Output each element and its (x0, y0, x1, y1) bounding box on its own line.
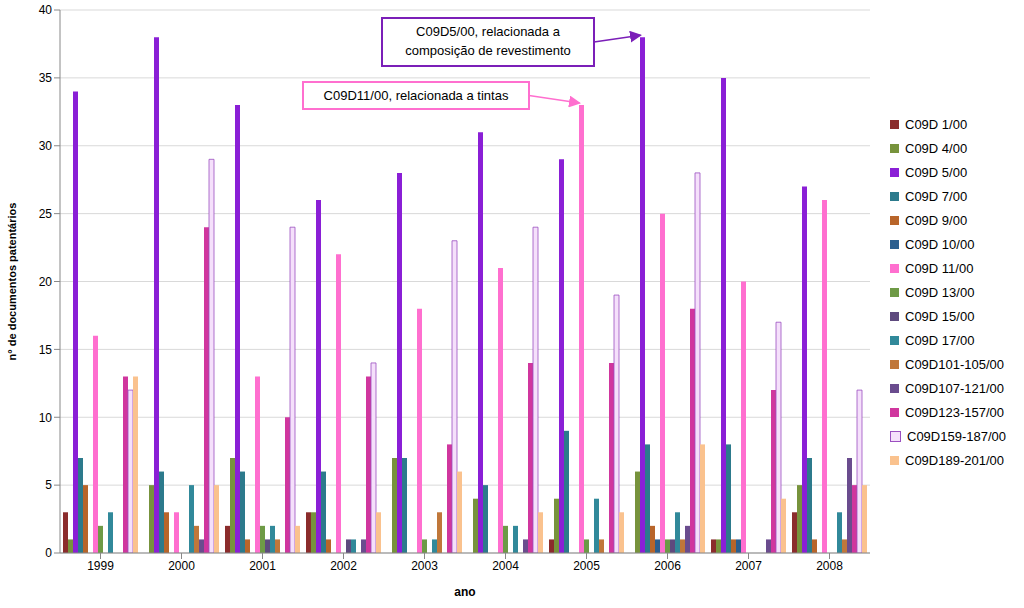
svg-text:20: 20 (39, 275, 53, 289)
svg-text:composição de revestimento: composição de revestimento (405, 43, 570, 58)
html-text:C09D107-121/00: C09D107-121/00 (905, 380, 1004, 396)
svg-text:2003: 2003 (411, 559, 438, 573)
html-text:C09D123-157/00: C09D123-157/00 (905, 404, 1004, 420)
html-text:C09D 4/00: C09D 4/00 (905, 140, 968, 156)
html-text:C09D101-105/00: C09D101-105/00 (905, 356, 1004, 372)
html-text:C09D 10/00: C09D 10/00 (905, 236, 975, 252)
svg-text:25: 25 (39, 207, 53, 221)
svg-text:n° de documentos patentários: n° de documentos patentários (8, 203, 18, 361)
svg-text:40: 40 (39, 3, 53, 17)
svg-text:2002: 2002 (330, 559, 357, 573)
svg-text:2004: 2004 (492, 559, 519, 573)
svg-text:1999: 1999 (87, 559, 114, 573)
svg-text:C09D11/00, relacionada a tinta: C09D11/00, relacionada a tintas (324, 88, 509, 103)
html-text:C09D 7/00: C09D 7/00 (905, 188, 968, 204)
html-text:C09D 15/00: C09D 15/00 (905, 308, 975, 324)
svg-text:2001: 2001 (249, 559, 276, 573)
html-text:C09D 11/00: C09D 11/00 (905, 260, 974, 276)
html-text:C09D159-187/00: C09D159-187/00 (907, 428, 1006, 444)
svg-text:C09D5/00, relacionada a: C09D5/00, relacionada a (416, 24, 561, 39)
svg-text:2008: 2008 (816, 559, 843, 573)
html-text:C09D 17/00: C09D 17/00 (905, 332, 975, 348)
svg-text:30: 30 (39, 139, 53, 153)
svg-text:ano: ano (454, 585, 475, 599)
html-text:C09D 13/00: C09D 13/00 (905, 284, 975, 300)
svg-text:2005: 2005 (573, 559, 600, 573)
svg-text:0: 0 (45, 546, 52, 560)
html-text:C09D189-201/00: C09D189-201/00 (905, 452, 1004, 468)
html-text:C09D 9/00: C09D 9/00 (905, 212, 968, 228)
svg-text:2000: 2000 (168, 559, 195, 573)
svg-text:2007: 2007 (735, 559, 762, 573)
html-text:C09D 5/00: C09D 5/00 (905, 164, 968, 180)
svg-text:10: 10 (39, 411, 53, 425)
svg-text:35: 35 (39, 71, 53, 85)
svg-text:2006: 2006 (654, 559, 681, 573)
svg-text:5: 5 (45, 478, 52, 492)
svg-text:15: 15 (39, 343, 53, 357)
html-text:C09D 1/00: C09D 1/00 (905, 116, 968, 132)
